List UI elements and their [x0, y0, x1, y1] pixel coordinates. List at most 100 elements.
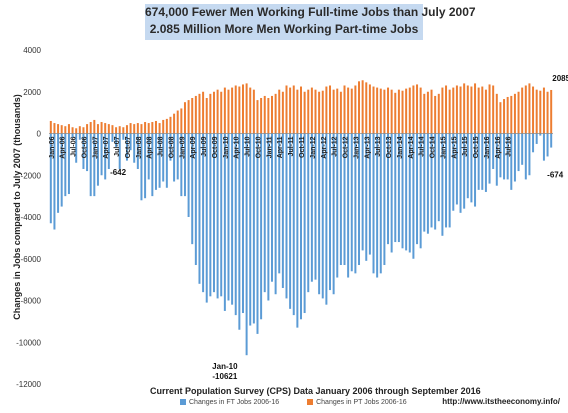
pt-bar	[307, 89, 310, 134]
x-tick-label: Oct-09	[212, 136, 219, 158]
pt-bar	[394, 92, 397, 134]
pt-bar	[528, 83, 531, 134]
annotation-jul07: -642	[110, 168, 127, 177]
ft-bar	[499, 133, 502, 178]
ft-bar	[318, 133, 321, 295]
ft-bar	[423, 133, 426, 232]
x-tick-label: Jan-14	[397, 136, 404, 158]
pt-bar	[216, 89, 219, 134]
chart-title-line-2: 2.085 Million More Men Working Part-time…	[149, 22, 419, 36]
ft-bar	[75, 133, 78, 163]
ft-bar	[495, 133, 498, 186]
pt-bar	[169, 116, 172, 134]
ft-bar	[365, 133, 368, 261]
x-tick-label: Jan-11	[266, 136, 273, 158]
ft-bar	[180, 133, 183, 197]
source-credit: http://www.itstheeconomy.info/	[442, 397, 560, 406]
ft-bar	[173, 133, 176, 182]
pt-bar	[220, 91, 223, 134]
ft-bar	[260, 133, 263, 320]
ft-bar	[339, 133, 342, 266]
pt-bar	[154, 120, 157, 134]
pt-bar	[499, 102, 502, 134]
pt-bar	[300, 86, 302, 134]
ft-bar	[419, 133, 422, 249]
x-tick-label: Jul-14	[419, 136, 426, 156]
pt-bar	[86, 124, 89, 134]
pt-bar	[252, 89, 255, 134]
pt-bar	[234, 85, 237, 134]
ft-bar	[426, 133, 429, 234]
pt-bar	[492, 85, 495, 134]
pt-bar	[183, 102, 186, 134]
x-tick-label: Jul-09	[201, 136, 208, 156]
pt-bar	[176, 110, 179, 134]
y-tick-label: -12000	[16, 380, 41, 389]
ft-bar	[474, 133, 477, 207]
pt-bar	[455, 85, 458, 134]
pt-bar	[463, 83, 466, 134]
ft-bar	[510, 133, 513, 190]
ft-bar	[245, 133, 248, 356]
pt-bar	[506, 96, 509, 134]
ft-bar	[107, 133, 110, 169]
ft-bar	[227, 133, 230, 301]
pt-bar	[546, 91, 549, 134]
pt-bar	[339, 91, 342, 134]
ft-bar	[209, 133, 212, 297]
pt-bar	[517, 91, 520, 134]
pt-bar	[539, 90, 542, 134]
pt-bar	[329, 85, 332, 134]
ft-bar	[387, 133, 390, 245]
ft-bar	[220, 133, 223, 297]
pt-bar	[325, 86, 328, 134]
pt-bar	[151, 122, 154, 134]
pt-bar	[466, 85, 469, 134]
x-tick-label: Jan-15	[440, 136, 447, 158]
y-tick-label: -8000	[21, 297, 42, 306]
pt-bar	[477, 87, 480, 134]
ft-bar	[53, 133, 56, 230]
x-tick-label: Oct-15	[473, 136, 480, 158]
ft-bar	[517, 133, 520, 172]
ft-bar	[96, 133, 99, 186]
annotation-last-ft: -674	[547, 171, 564, 180]
pt-bar	[209, 93, 212, 134]
ft-bar	[503, 133, 506, 180]
pt-bar	[314, 89, 317, 134]
ft-bar	[78, 133, 81, 140]
ft-bar	[194, 133, 197, 266]
ft-bar	[488, 133, 491, 184]
pt-bar	[332, 89, 335, 134]
pt-bar	[147, 123, 150, 134]
x-tick-label: Jul-10	[245, 136, 252, 156]
ft-bar	[154, 133, 157, 190]
pt-bar	[423, 93, 426, 134]
x-tick-label: Apr-15	[451, 136, 458, 158]
legend: Changes in FT Jobs 2006-16 Changes in PT…	[180, 399, 433, 406]
ft-bar	[60, 133, 63, 207]
pt-bar	[111, 125, 114, 134]
y-tick-label: -6000	[21, 255, 42, 264]
x-tick-label: Oct-14	[430, 136, 437, 158]
ft-bar	[198, 133, 201, 284]
ft-bar	[492, 133, 495, 169]
pt-bar	[249, 87, 252, 134]
pt-bar	[474, 83, 477, 134]
ft-bar	[445, 133, 448, 228]
pt-bar	[238, 86, 241, 134]
ft-bar	[151, 133, 154, 197]
ft-bar	[263, 133, 266, 293]
pt-bar	[256, 100, 259, 134]
x-tick-label: Oct-07	[125, 136, 132, 158]
ft-bar	[270, 133, 273, 282]
x-tick-label: Jul-06	[71, 136, 78, 156]
pt-bar	[263, 95, 266, 134]
pt-bar	[412, 85, 415, 134]
pt-bar	[118, 126, 121, 134]
pt-bar	[53, 123, 56, 134]
pt-bar	[448, 89, 451, 134]
pt-bar	[292, 85, 295, 134]
pt-bar	[129, 123, 132, 134]
ft-bar	[343, 133, 346, 266]
